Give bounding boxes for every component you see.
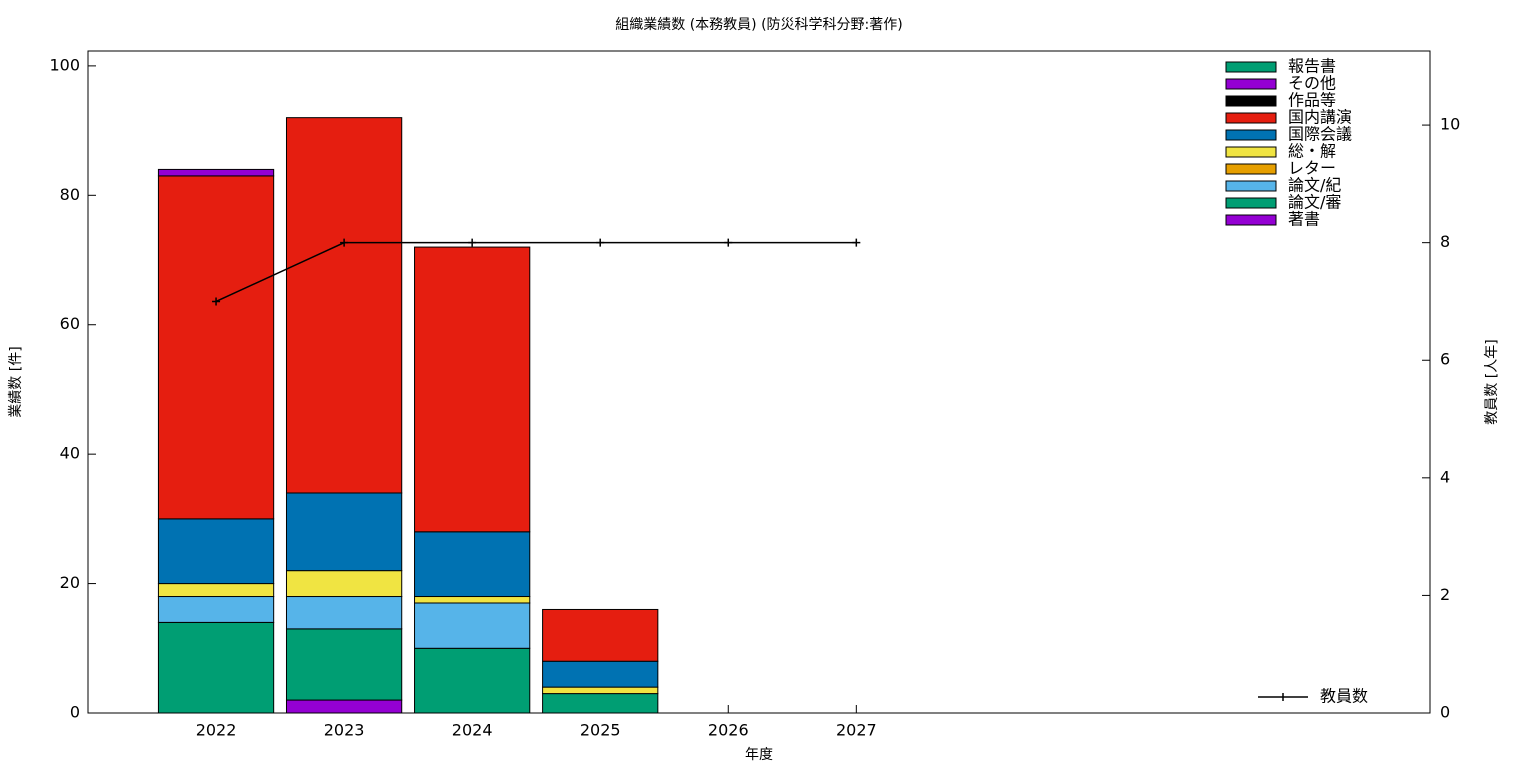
x-tick-label: 2025 (580, 721, 621, 740)
y-tick-label: 80 (60, 185, 80, 204)
line-point (212, 297, 221, 306)
chart-title: 組織業績数 (本務教員) (防災科学科分野:著作) (615, 17, 902, 33)
line-series (215, 241, 857, 303)
x-tick-label: 2027 (836, 721, 877, 740)
legend-label: 作品等 (1288, 91, 1336, 110)
y-axis-label: 業績数 [件] (8, 346, 24, 417)
bar-segment (414, 246, 531, 533)
bar-segment (414, 602, 531, 649)
y2-axis-label: 教員数 [人年] (1484, 339, 1500, 424)
bar-segment (157, 175, 275, 520)
legend-swatch (1225, 197, 1277, 209)
line-point (340, 238, 349, 247)
y2-tick-label: 4 (1440, 467, 1450, 486)
x-tick-label: 2023 (324, 721, 365, 740)
y-tick-label: 60 (60, 314, 80, 333)
y2-tick-label: 8 (1440, 232, 1450, 251)
legend-label: その他 (1288, 74, 1336, 93)
y2-tick-label: 6 (1440, 350, 1450, 369)
y2-tick-label: 2 (1440, 585, 1450, 604)
legend-label: 国際会議 (1288, 125, 1352, 144)
plot-frame (87, 50, 1431, 714)
bar-segment (542, 660, 659, 688)
legend-label: 報告書 (1288, 57, 1336, 76)
bar-segment (285, 699, 403, 714)
y-tick-label: 100 (49, 55, 80, 74)
legend-label: 論文/審 (1288, 193, 1341, 212)
legend-label: 教員数 (1320, 687, 1368, 706)
y2-tick-label: 10 (1440, 115, 1460, 134)
legend-swatch (1225, 78, 1277, 90)
bar-segment (414, 647, 531, 714)
bar-segment (542, 686, 659, 695)
legend-swatch (1225, 163, 1277, 175)
y-tick-label: 0 (70, 703, 80, 722)
y-tick-label: 40 (60, 444, 80, 463)
bar-segment (414, 531, 531, 598)
x-tick-label: 2022 (196, 721, 237, 740)
legend-label: 国内講演 (1288, 108, 1352, 127)
legend-swatch (1225, 180, 1277, 192)
legend-label: 著書 (1288, 210, 1320, 229)
bar-segment (285, 492, 403, 572)
legend-swatch (1225, 129, 1277, 141)
bar-segment (157, 583, 275, 598)
bar-segment (285, 596, 403, 630)
bar-segment (157, 621, 275, 714)
y2-tick-label: 0 (1440, 703, 1450, 722)
x-tick-label: 2024 (452, 721, 493, 740)
legend-label: 総・解 (1288, 142, 1336, 161)
bar-segment (542, 693, 659, 714)
bar-segment (285, 570, 403, 598)
x-tick-label: 2026 (708, 721, 749, 740)
bar-segment (285, 628, 403, 701)
bar-segment (157, 168, 275, 177)
bar-segment (285, 117, 403, 494)
x-axis-label: 年度 (745, 747, 773, 763)
legend-swatch (1225, 61, 1277, 73)
legend-swatch (1225, 214, 1277, 226)
legend-label: 論文/紀 (1288, 176, 1341, 195)
line-point (468, 238, 477, 247)
bar-segment (157, 596, 275, 623)
line-point (724, 238, 733, 247)
line-point (596, 238, 605, 247)
line-point (852, 238, 861, 247)
legend-swatch (1225, 112, 1277, 124)
legend-swatch (1225, 95, 1277, 107)
legend-label: レター (1288, 159, 1336, 178)
bar-segment (414, 596, 531, 604)
legend-line (1258, 693, 1308, 701)
bar-segment (542, 608, 659, 662)
y-tick-label: 20 (60, 573, 80, 592)
legend-swatch (1225, 146, 1277, 158)
bar-segment (157, 518, 275, 585)
